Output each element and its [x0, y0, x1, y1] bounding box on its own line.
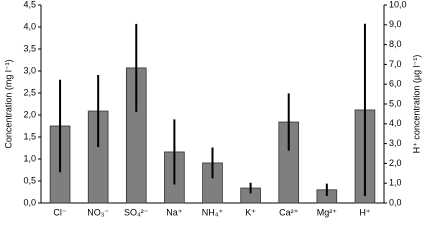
x-tick-label: SO₄²⁻: [124, 207, 149, 217]
y-tick-label: 3,0: [23, 65, 36, 75]
x-tick-label: NO₃⁻: [87, 207, 109, 217]
x-tick-label: Na⁺: [166, 207, 183, 217]
y-tick-label: 4,0: [23, 21, 36, 31]
y2-tick-label: 10,0: [389, 0, 407, 9]
x-tick-label: H⁺: [359, 207, 370, 217]
chart: Concentration (mg l⁻¹) H⁺ concentration …: [3, 0, 421, 217]
y-tick-label: 4,5: [23, 0, 36, 9]
y2-tick-label: 2,0: [389, 158, 402, 168]
y-tick-label: 2,5: [23, 87, 36, 97]
x-tick-label: Ca²⁺: [279, 207, 299, 217]
x-tick-label: Cl⁻: [53, 207, 66, 217]
y2-axis-label: H⁺ concentration (µg l⁻¹): [411, 55, 421, 154]
y2-tick-label: 1,0: [389, 178, 402, 188]
y2-tick-label: 5,0: [389, 98, 402, 108]
x-tick-label: K⁺: [245, 207, 256, 217]
y-tick-label: 0,5: [23, 175, 36, 185]
y2-tick-label: 3,0: [389, 138, 402, 148]
y2-tick-label: 9,0: [389, 19, 402, 29]
y-tick-label: 0,0: [23, 197, 36, 207]
y2-tick-label: 8,0: [389, 39, 402, 49]
x-tick-label: NH₄⁺: [202, 207, 224, 217]
y-tick-label: 1,5: [23, 131, 36, 141]
y2-tick-label: 6,0: [389, 79, 402, 89]
y-axis-label: Concentration (mg l⁻¹): [3, 59, 13, 148]
y2-tick-label: 0,0: [389, 197, 402, 207]
y2-tick-label: 7,0: [389, 59, 402, 69]
y-tick-label: 2,0: [23, 109, 36, 119]
y2-tick-label: 4,0: [389, 118, 402, 128]
x-tick-label: Mg²⁺: [317, 207, 337, 217]
y-tick-label: 1,0: [23, 153, 36, 163]
y-tick-label: 3,5: [23, 43, 36, 53]
